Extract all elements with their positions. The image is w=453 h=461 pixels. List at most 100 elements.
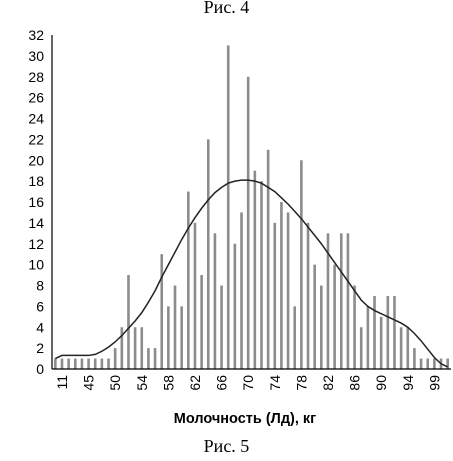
y-tick-label: 18 [28, 173, 44, 189]
bar-95 [406, 327, 410, 369]
x-tick-label: 58 [160, 375, 176, 391]
bar-45 [73, 358, 77, 369]
y-tick-label: 26 [28, 90, 44, 106]
bar-77 [286, 212, 290, 369]
bar-88 [359, 327, 363, 369]
bar-76 [280, 202, 283, 369]
bar-59 [167, 306, 170, 370]
bar-47 [87, 358, 90, 369]
bar-52 [120, 327, 124, 369]
bar-70 [240, 212, 243, 369]
bar-89 [366, 306, 370, 370]
bar-69 [233, 243, 237, 369]
bar-99 [433, 358, 436, 369]
y-tick-label: 4 [36, 319, 44, 335]
bar-97 [419, 358, 423, 369]
x-tick-label: 90 [373, 375, 389, 391]
bar-43 [60, 358, 64, 369]
bar-61 [180, 306, 183, 370]
bar-101 [446, 358, 449, 369]
bar-51 [113, 348, 117, 370]
x-tick-label: 11 [54, 375, 70, 390]
bar-83 [326, 233, 330, 369]
bar-56 [147, 348, 150, 370]
bar-66 [213, 233, 217, 369]
y-tick-label: 12 [28, 236, 44, 252]
bar-44 [67, 358, 70, 369]
bar-91 [379, 316, 383, 369]
bar-50 [107, 358, 110, 369]
x-tick-label: 99 [426, 375, 442, 391]
y-tick-label: 28 [28, 69, 44, 85]
y-tick-label: 6 [36, 298, 44, 314]
bar-84 [333, 264, 336, 370]
bar-98 [426, 358, 430, 369]
bar-74 [266, 149, 270, 369]
y-tick-label: 2 [36, 340, 44, 356]
y-tick-label: 14 [28, 215, 44, 231]
bar-71 [246, 76, 250, 369]
bar-96 [413, 348, 416, 370]
bar-49 [100, 358, 104, 369]
bar-57 [153, 348, 157, 370]
bar-46 [80, 358, 84, 369]
bar-82 [320, 285, 323, 369]
bar-79 [300, 160, 303, 369]
bar-54 [133, 327, 137, 369]
x-tick-label: 62 [187, 375, 203, 391]
x-tick-label: 66 [214, 375, 230, 391]
bar-62 [187, 191, 190, 369]
bar-60 [173, 285, 177, 369]
x-tick-label: 74 [267, 375, 283, 391]
x-tick-label: 50 [107, 375, 123, 391]
y-tick-label: 30 [28, 48, 44, 64]
x-tick-label: 45 [81, 375, 97, 391]
y-tick-label: 16 [28, 194, 44, 210]
bar-94 [399, 327, 403, 369]
bar-58 [160, 254, 164, 369]
bar-55 [140, 327, 144, 369]
y-tick-label: 22 [28, 131, 44, 147]
y-tick-label: 8 [36, 278, 44, 294]
bar-72 [253, 170, 257, 369]
x-tick-label: 94 [400, 375, 416, 391]
axes-group [51, 35, 451, 370]
x-tick-label: 70 [240, 375, 256, 391]
figure-caption-top: Рис. 4 [203, 0, 250, 17]
figure-caption-bottom: Рис. 5 [203, 436, 250, 456]
bar-90 [373, 295, 376, 369]
bar-64 [200, 275, 203, 369]
bars-group [54, 45, 449, 370]
y-tick-label: 32 [28, 27, 44, 43]
bar-92 [386, 295, 390, 369]
x-tick-label: 54 [134, 375, 150, 391]
y-tick-label: 20 [28, 152, 44, 168]
bar-48 [93, 358, 97, 369]
bar-81 [313, 264, 316, 370]
bar-85 [339, 233, 343, 369]
bar-93 [393, 295, 396, 369]
y-tick-label: 0 [36, 361, 44, 377]
y-tick-label: 10 [28, 257, 44, 273]
bar-86 [346, 233, 350, 369]
bar-65 [206, 139, 210, 370]
bar-67 [220, 285, 223, 369]
x-tick-label: 78 [293, 375, 309, 391]
bar-73 [260, 181, 263, 370]
y-tick-label: 24 [28, 111, 44, 127]
bar-53 [127, 275, 130, 369]
x-axis-label: Молочность (Лд), кг [174, 411, 316, 427]
x-tick-labels: 11 45 50 54 58 62 66 70 74 78 82 86 90 94 99 [54, 375, 442, 391]
bar-11 [54, 358, 57, 369]
x-tick-label: 82 [320, 375, 336, 391]
bar-80 [306, 222, 310, 370]
bar-78 [293, 306, 297, 370]
x-tick-label: 86 [347, 375, 363, 391]
bar-87 [353, 285, 356, 369]
bar-68 [226, 45, 230, 369]
trend-curve [55, 179, 448, 368]
bar-63 [193, 222, 197, 370]
bar-75 [273, 222, 277, 370]
